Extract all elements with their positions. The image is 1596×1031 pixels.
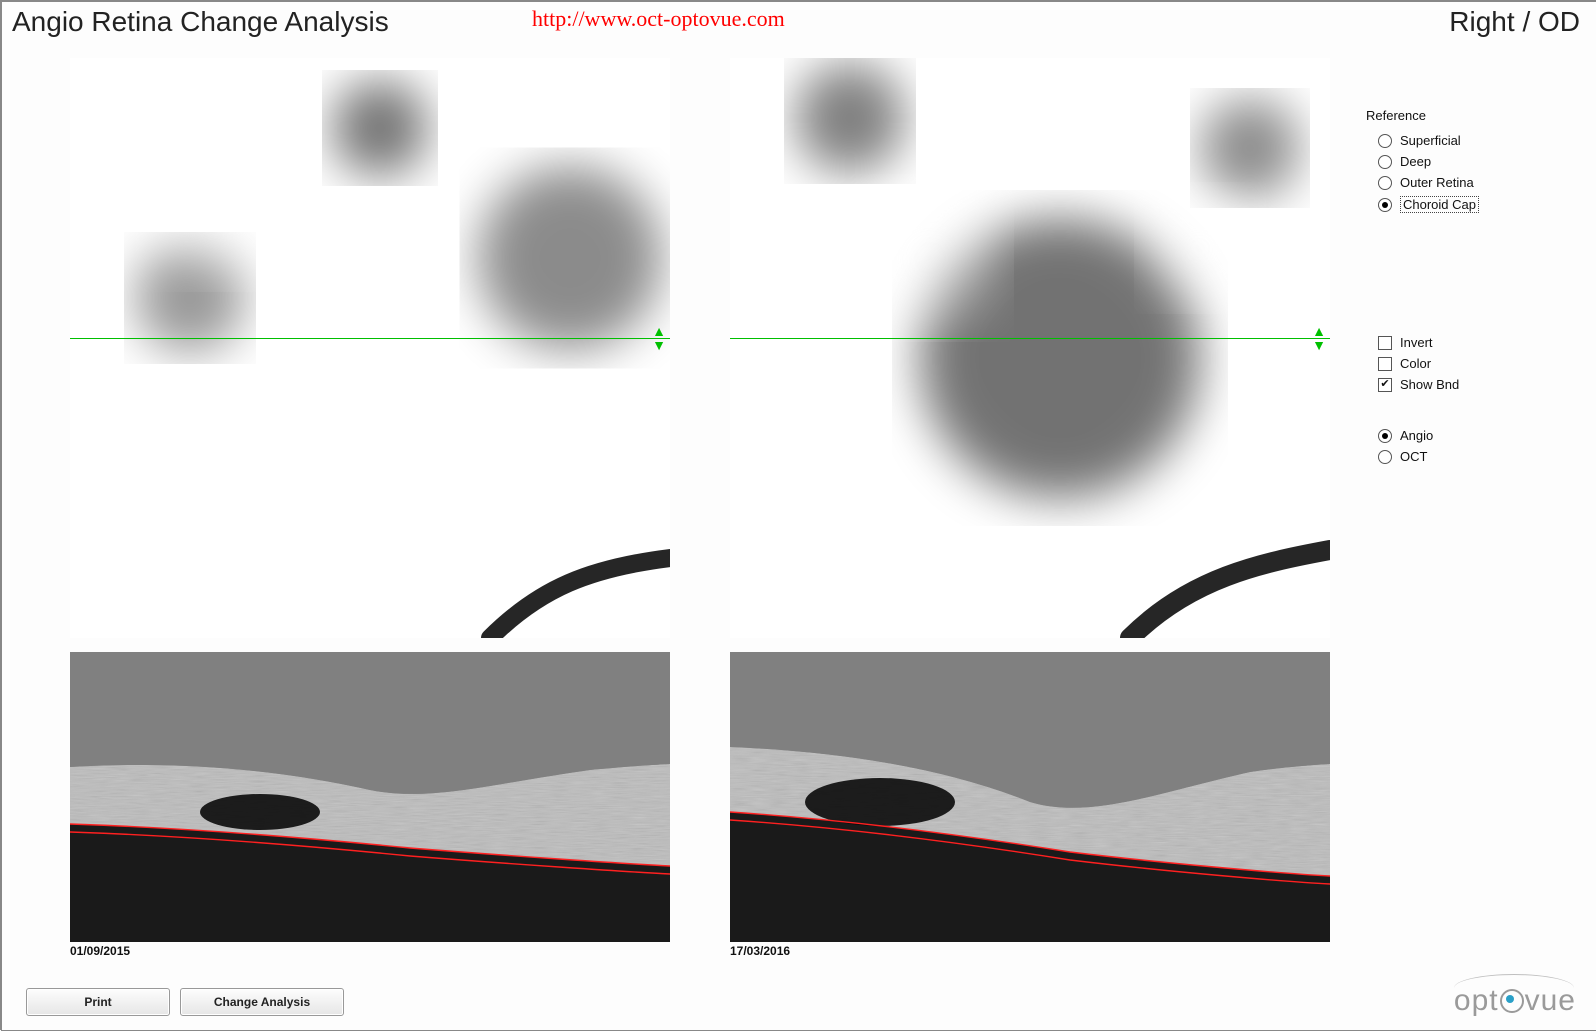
checkbox-icon [1378, 357, 1392, 371]
header: Angio Retina Change Analysis http://www.… [2, 2, 1596, 42]
scan-date-followup: 17/03/2016 [730, 944, 1330, 958]
angioflow-watermark: angioFLOW [84, 602, 213, 628]
print-button[interactable]: Print [26, 988, 170, 1016]
display-checkbox[interactable]: Invert [1378, 335, 1536, 350]
radio-label: Deep [1400, 154, 1431, 169]
radio-label: Angio [1400, 428, 1433, 443]
reference-radio-group: Superficial Deep Outer Retina Choroid Cap [1366, 133, 1536, 213]
radio-icon [1378, 176, 1392, 190]
change-analysis-button[interactable]: Change Analysis [180, 988, 344, 1016]
reference-option[interactable]: Deep [1378, 154, 1536, 169]
angio-noise [730, 58, 1330, 638]
radio-icon [1378, 429, 1392, 443]
display-checkbox-group: Invert Color ✔ Show Bnd [1366, 335, 1536, 392]
radio-label: Superficial [1400, 133, 1461, 148]
checkbox-label: Invert [1400, 335, 1433, 350]
optovue-logo: optvue [1454, 984, 1576, 1018]
display-checkbox[interactable]: Color [1378, 356, 1536, 371]
reference-option[interactable]: Choroid Cap [1378, 196, 1536, 213]
radio-label: Choroid Cap [1400, 196, 1479, 213]
control-panel: Reference Superficial Deep Outer Retina Cho… [1366, 108, 1536, 470]
angio-image-baseline[interactable]: ▲▼ angioFLOW [70, 58, 670, 638]
scan-date-baseline: 01/09/2015 [70, 944, 670, 958]
checkbox-label: Show Bnd [1400, 377, 1459, 392]
radio-label: OCT [1400, 449, 1427, 464]
scan-line[interactable] [730, 338, 1330, 339]
mode-option[interactable]: Angio [1378, 428, 1536, 443]
main: ▲▼ angioFLOW 01/09/2 [0, 40, 1596, 1030]
source-url: http://www.oct-optovue.com [532, 6, 785, 32]
scan-line-handle-icon[interactable]: ▲▼ [650, 324, 668, 352]
radio-label: Outer Retina [1400, 175, 1474, 190]
checkbox-icon [1378, 336, 1392, 350]
scan-line-handle-icon[interactable]: ▲▼ [1310, 324, 1328, 352]
radio-icon [1378, 198, 1392, 212]
bscan-image-baseline[interactable] [70, 652, 670, 942]
radio-icon [1378, 134, 1392, 148]
reference-option[interactable]: Superficial [1378, 133, 1536, 148]
bscan-noise [70, 652, 670, 942]
reference-option[interactable]: Outer Retina [1378, 175, 1536, 190]
radio-icon [1378, 155, 1392, 169]
checkbox-icon: ✔ [1378, 378, 1392, 392]
mode-radio-group: Angio OCT [1366, 428, 1536, 464]
reference-heading: Reference [1366, 108, 1536, 123]
angio-image-followup[interactable]: ▲▼ angioFLOW [730, 58, 1330, 638]
page-title: Angio Retina Change Analysis [12, 6, 389, 38]
scan-column-baseline: ▲▼ angioFLOW 01/09/2 [70, 58, 670, 958]
checkbox-label: Color [1400, 356, 1431, 371]
angioflow-watermark: angioFLOW [744, 602, 873, 628]
logo-eye-icon [1500, 989, 1524, 1013]
bscan-noise [730, 652, 1330, 942]
bscan-image-followup[interactable] [730, 652, 1330, 942]
scan-line[interactable] [70, 338, 670, 339]
mode-option[interactable]: OCT [1378, 449, 1536, 464]
eye-label: Right / OD [1449, 6, 1580, 38]
display-checkbox[interactable]: ✔ Show Bnd [1378, 377, 1536, 392]
scan-column-followup: ▲▼ angioFLOW 17/03/2 [730, 58, 1330, 958]
radio-icon [1378, 450, 1392, 464]
angio-noise [70, 58, 670, 638]
